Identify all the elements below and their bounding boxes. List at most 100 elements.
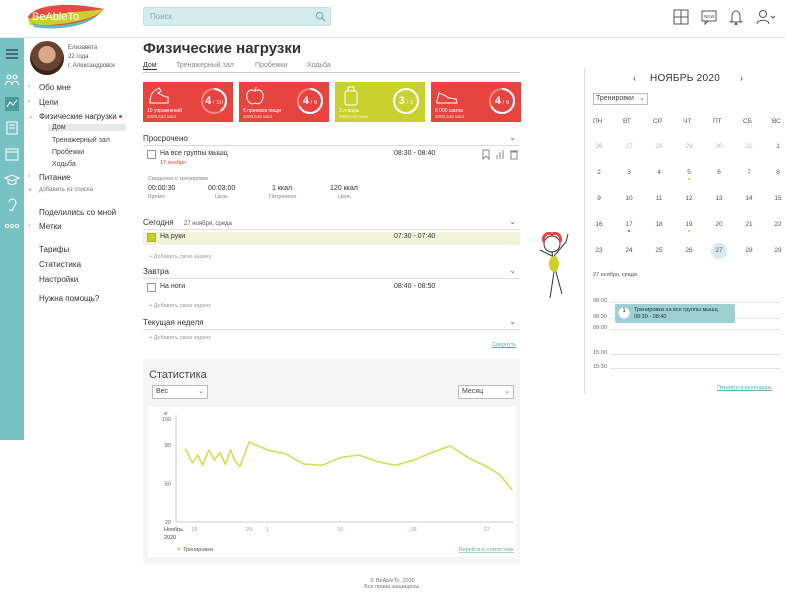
search-icon[interactable] bbox=[315, 11, 326, 22]
chevron-down-icon[interactable]: ⌄ bbox=[509, 217, 516, 226]
calendar-icon[interactable] bbox=[4, 146, 20, 162]
grid-plus-icon[interactable] bbox=[672, 8, 690, 26]
tab-home[interactable]: Дом bbox=[143, 62, 157, 70]
calendar-day[interactable]: 7 bbox=[747, 169, 751, 176]
calendar-day[interactable]: 14 bbox=[745, 195, 753, 202]
sidebar-sub-running[interactable]: Пробежки bbox=[52, 149, 85, 156]
chevron-down-icon[interactable]: ⌄ bbox=[509, 317, 516, 326]
x-tick-label: 29 bbox=[246, 527, 252, 533]
add-task-today[interactable]: + Добавить свою задачу bbox=[149, 254, 212, 260]
people-icon[interactable] bbox=[4, 72, 20, 88]
calendar-event[interactable]: 1 Тренировка на все группы мышц 08:30 - … bbox=[615, 304, 735, 323]
profile-menu-icon[interactable] bbox=[755, 8, 777, 26]
calendar-day[interactable]: 28 bbox=[655, 143, 663, 150]
calendar-day[interactable]: 15 bbox=[774, 195, 782, 202]
add-task-tomorrow[interactable]: + Добавить свою задачу bbox=[149, 303, 212, 309]
task-checkbox[interactable] bbox=[147, 150, 156, 159]
calendar-day[interactable]: 2 bbox=[597, 169, 601, 176]
next-month-arrow[interactable]: › bbox=[740, 73, 743, 83]
search-input[interactable]: Поиск bbox=[143, 7, 331, 26]
calendar-day[interactable]: 27 bbox=[625, 143, 633, 150]
calendar-day[interactable]: 30 bbox=[715, 143, 723, 150]
task-row-overdue[interactable]: На все группы мышц 08:30 - 08:40 bbox=[143, 149, 520, 162]
calendar-day[interactable]: 4 bbox=[657, 169, 661, 176]
calendar-day[interactable]: 26 bbox=[685, 247, 693, 254]
ear-icon[interactable] bbox=[4, 196, 20, 212]
calendar-day[interactable]: 16 bbox=[595, 221, 603, 228]
calendar-day[interactable]: 1 bbox=[776, 143, 780, 150]
calendar-day[interactable]: 31 bbox=[745, 143, 753, 150]
more-dots-icon[interactable] bbox=[4, 218, 20, 234]
metric-select[interactable]: Вес ⌄ bbox=[152, 385, 208, 399]
tab-gym[interactable]: Тренажерный зал bbox=[176, 62, 234, 69]
bookmark-icon[interactable] bbox=[481, 149, 491, 160]
logo[interactable]: BeAbleTo bbox=[26, 3, 106, 29]
period-select-value: Месяц bbox=[462, 388, 484, 395]
calendar-day[interactable]: 3 bbox=[627, 169, 631, 176]
calendar-day[interactable]: 9 bbox=[597, 195, 601, 202]
summary-card-exercises[interactable]: 10 упражнений 2000,632 ккал 4 / 10 bbox=[143, 82, 233, 122]
water-bottle-icon bbox=[344, 86, 358, 106]
task-checkbox[interactable] bbox=[147, 283, 156, 292]
section-overdue[interactable]: Просрочено ⌄ bbox=[143, 133, 520, 146]
chevron-down-icon[interactable]: ⌄ bbox=[509, 266, 516, 275]
chevron-down-icon[interactable]: ⌄ bbox=[509, 133, 516, 142]
calendar-day[interactable]: 29 bbox=[685, 143, 693, 150]
graduation-cap-icon[interactable] bbox=[4, 172, 20, 188]
summary-card-meals[interactable]: 6 приемов пищи 4000,646 ккал 4 / 6 bbox=[239, 82, 329, 122]
task-row-today[interactable]: На руки 07:30 - 07:40 bbox=[143, 232, 520, 245]
avatar[interactable] bbox=[30, 41, 64, 75]
calendar-day[interactable]: 18 bbox=[655, 221, 663, 228]
event-marker bbox=[628, 230, 630, 232]
calendar-day[interactable]: 23 bbox=[595, 247, 603, 254]
calendar-day[interactable]: 27 bbox=[711, 243, 727, 259]
trash-icon[interactable] bbox=[509, 149, 519, 160]
tab-walking[interactable]: Ходьба bbox=[307, 62, 331, 69]
calendar-day[interactable]: 28 bbox=[745, 247, 753, 254]
period-select[interactable]: Месяц ⌄ bbox=[458, 385, 514, 399]
calendar-day[interactable]: 24 bbox=[625, 247, 633, 254]
calendar-day[interactable]: 10 bbox=[625, 195, 633, 202]
tab-running[interactable]: Пробежки bbox=[255, 62, 288, 69]
calendar-day[interactable]: 8 bbox=[776, 169, 780, 176]
book-icon[interactable] bbox=[4, 120, 20, 136]
go-to-calendar-link[interactable]: Перейти в календарь bbox=[717, 385, 772, 391]
task-checkbox-checked[interactable] bbox=[147, 233, 156, 242]
fitness-icon[interactable] bbox=[4, 96, 20, 112]
go-to-statistics-link[interactable]: Перейти в статистике bbox=[459, 546, 514, 553]
menu-icon[interactable] bbox=[4, 46, 20, 62]
bar-chart-icon[interactable] bbox=[495, 149, 505, 160]
summary-card-steps[interactable]: 6 000 шагов 4000,646 ккал 4 / 6 bbox=[431, 82, 521, 122]
calendar-day[interactable]: 20 bbox=[715, 221, 723, 228]
calendar-day[interactable]: 25 bbox=[655, 247, 663, 254]
task-row-tomorrow[interactable]: На ноги 08:40 - 08:50 bbox=[143, 282, 520, 295]
calendar-day[interactable]: 17 bbox=[625, 221, 633, 228]
prev-month-arrow[interactable]: ‹ bbox=[633, 73, 636, 83]
section-tomorrow[interactable]: Завтра ⌄ bbox=[143, 266, 520, 279]
calendar-day[interactable]: 13 bbox=[715, 195, 723, 202]
calendar-day[interactable]: 19 bbox=[685, 221, 693, 228]
section-today[interactable]: Сегодня 27 ноября, среда ⌄ bbox=[143, 217, 520, 230]
calendar-day[interactable]: 12 bbox=[685, 195, 693, 202]
card-subtitle: 4000,646 ккал bbox=[243, 114, 273, 119]
summary-card-water[interactable]: 3 л воды 2000,632 ккал 3 / 3 bbox=[335, 82, 425, 122]
section-week[interactable]: Текущая неделя ⌄ bbox=[143, 317, 520, 330]
calendar-day[interactable]: 5 bbox=[687, 169, 691, 176]
collapse-link[interactable]: Свернуть bbox=[492, 342, 517, 348]
card-title: 10 упражнений bbox=[147, 108, 182, 114]
calendar-filter-select[interactable]: Тренировки ⌄ bbox=[593, 93, 648, 105]
calendar-day[interactable]: 22 bbox=[774, 221, 782, 228]
sidebar-sub-home[interactable]: Дом bbox=[48, 124, 126, 131]
sidebar-sub-gym[interactable]: Тренажерный зал bbox=[52, 137, 110, 144]
calendar-day[interactable]: 21 bbox=[745, 221, 753, 228]
calendar-day[interactable]: 6 bbox=[717, 169, 721, 176]
calendar-day[interactable]: 26 bbox=[595, 143, 603, 150]
add-task-week[interactable]: + Добавить свою задачу bbox=[149, 335, 212, 341]
calendar-day[interactable]: 11 bbox=[655, 195, 663, 202]
progress-value: 4 / 10 bbox=[205, 95, 223, 107]
bell-icon[interactable] bbox=[727, 8, 745, 26]
sidebar-sub-walking[interactable]: Ходьба bbox=[52, 161, 76, 168]
tab-bar: Дом Тренажерный зал Пробежки Ходьба bbox=[143, 62, 520, 73]
calendar-day[interactable]: 29 bbox=[774, 247, 782, 254]
news-icon[interactable]: NEW bbox=[700, 8, 718, 26]
